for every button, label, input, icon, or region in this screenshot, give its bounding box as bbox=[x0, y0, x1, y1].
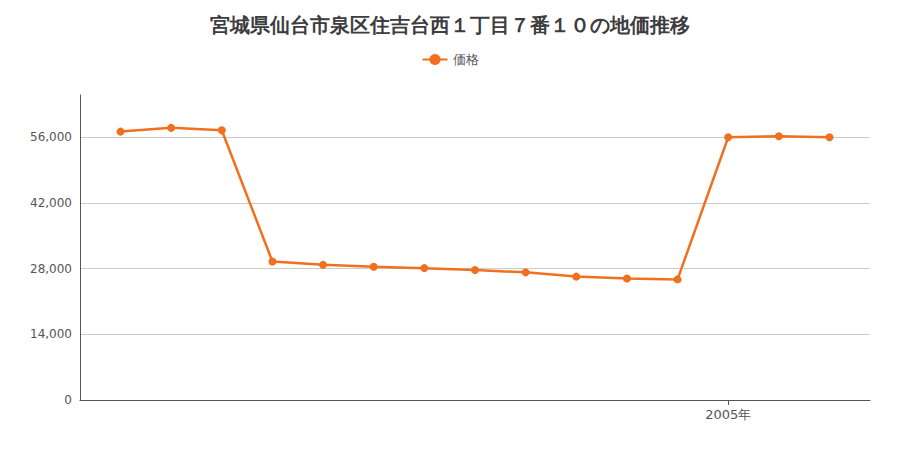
svg-text:56,000: 56,000 bbox=[30, 130, 72, 144]
svg-text:0: 0 bbox=[64, 393, 72, 407]
svg-text:価格: 価格 bbox=[453, 52, 479, 67]
svg-text:2005年: 2005年 bbox=[705, 407, 751, 422]
svg-text:宮城県仙台市泉区住吉台西１丁目７番１０の地価推移: 宮城県仙台市泉区住吉台西１丁目７番１０の地価推移 bbox=[210, 13, 690, 37]
svg-text:28,000: 28,000 bbox=[30, 262, 72, 276]
svg-text:42,000: 42,000 bbox=[30, 196, 72, 210]
svg-text:14,000: 14,000 bbox=[30, 327, 72, 341]
